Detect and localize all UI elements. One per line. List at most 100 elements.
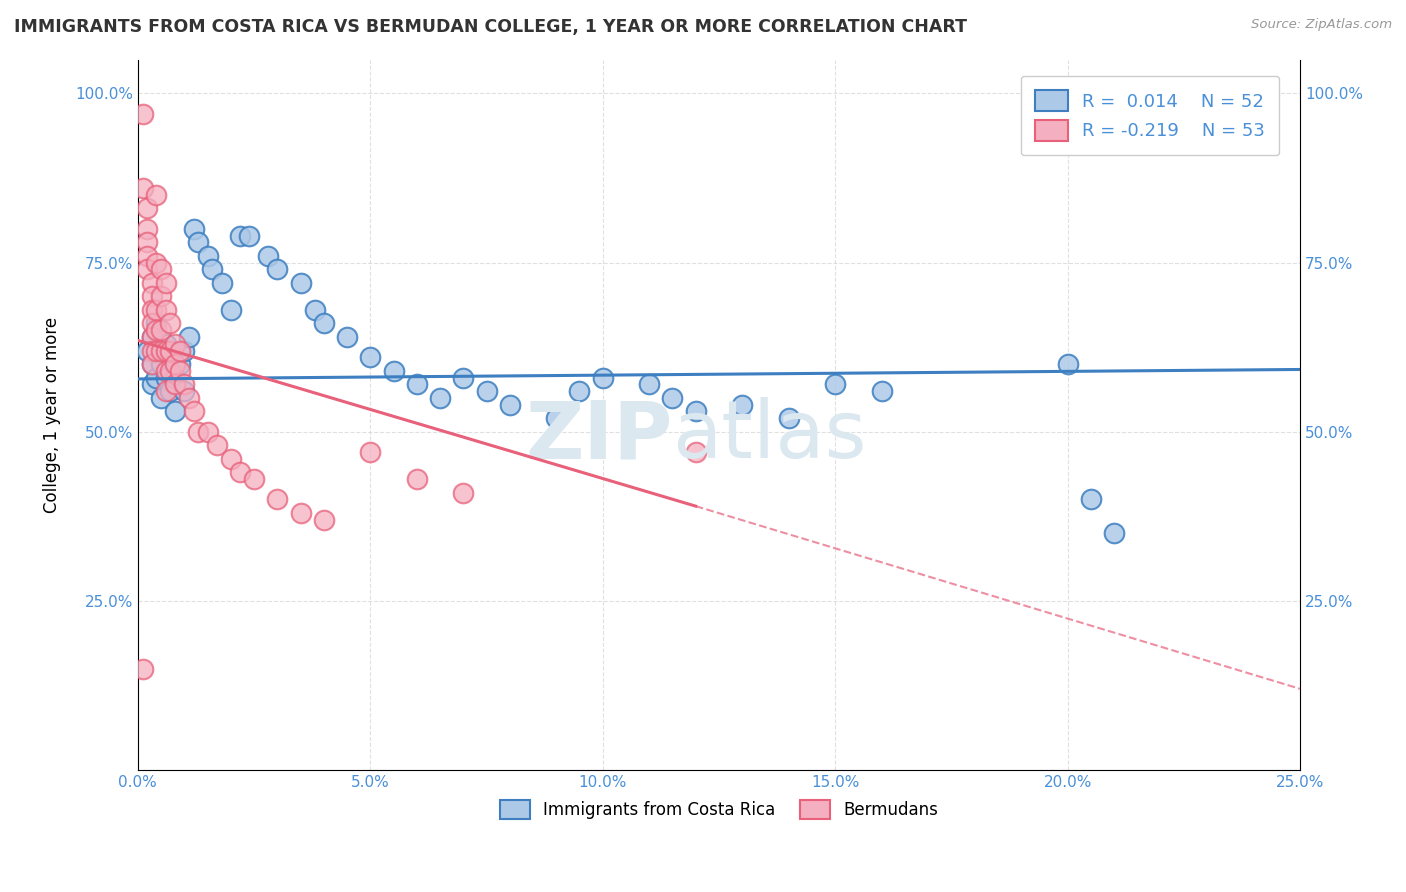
Point	[183, 404, 205, 418]
Point	[169, 364, 191, 378]
Point	[155, 343, 177, 358]
Point	[165, 370, 187, 384]
Point	[219, 302, 242, 317]
Point	[731, 398, 754, 412]
Point	[145, 343, 167, 358]
Point	[257, 249, 280, 263]
Point	[131, 661, 153, 675]
Point	[165, 377, 187, 392]
Point	[150, 357, 173, 371]
Point	[592, 370, 614, 384]
Point	[150, 289, 173, 303]
Point	[778, 411, 800, 425]
Point	[290, 506, 312, 520]
Point	[205, 438, 228, 452]
Point	[150, 262, 173, 277]
Point	[211, 276, 233, 290]
Point	[165, 404, 187, 418]
Point	[546, 411, 568, 425]
Point	[159, 351, 181, 365]
Point	[150, 323, 173, 337]
Point	[290, 276, 312, 290]
Y-axis label: College, 1 year or more: College, 1 year or more	[44, 317, 60, 513]
Point	[197, 249, 219, 263]
Point	[155, 336, 177, 351]
Point	[405, 377, 427, 392]
Point	[1080, 492, 1102, 507]
Point	[382, 364, 405, 378]
Point	[229, 228, 252, 243]
Point	[155, 370, 177, 384]
Point	[136, 235, 159, 250]
Point	[243, 472, 266, 486]
Point	[150, 343, 173, 358]
Point	[197, 425, 219, 439]
Point	[169, 357, 191, 371]
Point	[638, 377, 661, 392]
Point	[266, 262, 288, 277]
Point	[336, 330, 359, 344]
Point	[145, 188, 167, 202]
Point	[499, 398, 522, 412]
Point	[141, 289, 163, 303]
Point	[145, 323, 167, 337]
Point	[159, 343, 181, 358]
Point	[870, 384, 893, 398]
Point	[159, 384, 181, 398]
Point	[173, 377, 195, 392]
Text: ZIP: ZIP	[526, 397, 672, 475]
Point	[150, 391, 173, 405]
Point	[312, 513, 335, 527]
Point	[141, 302, 163, 317]
Point	[145, 302, 167, 317]
Point	[685, 404, 707, 418]
Point	[1056, 357, 1078, 371]
Text: Source: ZipAtlas.com: Source: ZipAtlas.com	[1251, 18, 1392, 31]
Point	[187, 235, 209, 250]
Point	[359, 445, 381, 459]
Point	[201, 262, 224, 277]
Point	[359, 351, 381, 365]
Point	[229, 465, 252, 479]
Point	[141, 377, 163, 392]
Point	[141, 317, 163, 331]
Point	[141, 330, 163, 344]
Point	[169, 343, 191, 358]
Point	[136, 262, 159, 277]
Point	[266, 492, 288, 507]
Point	[177, 391, 200, 405]
Point	[136, 249, 159, 263]
Point	[177, 330, 200, 344]
Point	[141, 343, 163, 358]
Point	[145, 370, 167, 384]
Point	[304, 302, 326, 317]
Point	[136, 221, 159, 235]
Point	[141, 276, 163, 290]
Point	[165, 357, 187, 371]
Point	[155, 384, 177, 398]
Point	[183, 221, 205, 235]
Point	[155, 276, 177, 290]
Point	[824, 377, 846, 392]
Point	[141, 357, 163, 371]
Point	[145, 317, 167, 331]
Point	[173, 384, 195, 398]
Point	[187, 425, 209, 439]
Point	[155, 364, 177, 378]
Point	[131, 181, 153, 195]
Point	[451, 485, 474, 500]
Point	[238, 228, 260, 243]
Point	[661, 391, 683, 405]
Point	[131, 106, 153, 120]
Legend: Immigrants from Costa Rica, Bermudans: Immigrants from Costa Rica, Bermudans	[494, 793, 945, 826]
Point	[155, 302, 177, 317]
Text: atlas: atlas	[672, 397, 868, 475]
Point	[219, 451, 242, 466]
Point	[475, 384, 498, 398]
Point	[159, 317, 181, 331]
Point	[568, 384, 591, 398]
Point	[429, 391, 451, 405]
Point	[159, 364, 181, 378]
Point	[405, 472, 427, 486]
Point	[451, 370, 474, 384]
